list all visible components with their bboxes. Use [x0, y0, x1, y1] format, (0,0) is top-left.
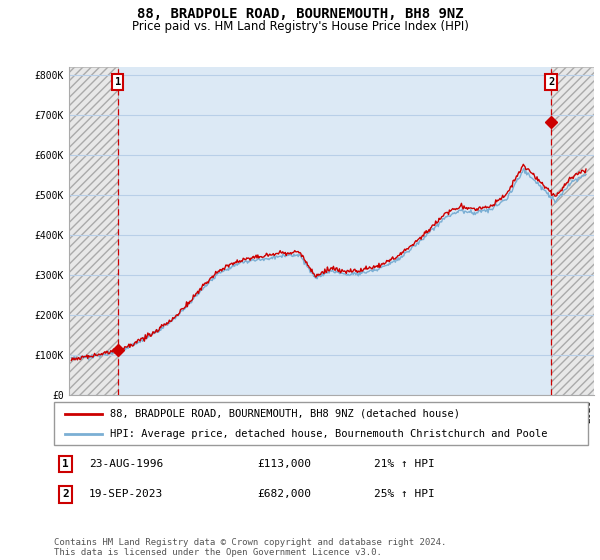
Text: 1: 1 [115, 77, 121, 87]
Text: 2: 2 [548, 77, 554, 87]
Text: £113,000: £113,000 [257, 459, 311, 469]
Text: Price paid vs. HM Land Registry's House Price Index (HPI): Price paid vs. HM Land Registry's House … [131, 20, 469, 33]
Text: 1: 1 [62, 459, 69, 469]
Bar [118, 67, 551, 395]
Text: HPI: Average price, detached house, Bournemouth Christchurch and Poole: HPI: Average price, detached house, Bour… [110, 428, 548, 438]
Text: 23-AUG-1996: 23-AUG-1996 [89, 459, 163, 469]
Bar [69, 67, 118, 395]
Text: 25% ↑ HPI: 25% ↑ HPI [374, 489, 435, 500]
Text: Contains HM Land Registry data © Crown copyright and database right 2024.
This d: Contains HM Land Registry data © Crown c… [54, 538, 446, 557]
Text: 19-SEP-2023: 19-SEP-2023 [89, 489, 163, 500]
Text: 88, BRADPOLE ROAD, BOURNEMOUTH, BH8 9NZ (detached house): 88, BRADPOLE ROAD, BOURNEMOUTH, BH8 9NZ … [110, 409, 460, 419]
Bar [551, 67, 594, 395]
Text: 88, BRADPOLE ROAD, BOURNEMOUTH, BH8 9NZ: 88, BRADPOLE ROAD, BOURNEMOUTH, BH8 9NZ [137, 7, 463, 21]
Text: £682,000: £682,000 [257, 489, 311, 500]
Text: 2: 2 [62, 489, 69, 500]
FancyBboxPatch shape [54, 402, 588, 445]
Text: 21% ↑ HPI: 21% ↑ HPI [374, 459, 435, 469]
